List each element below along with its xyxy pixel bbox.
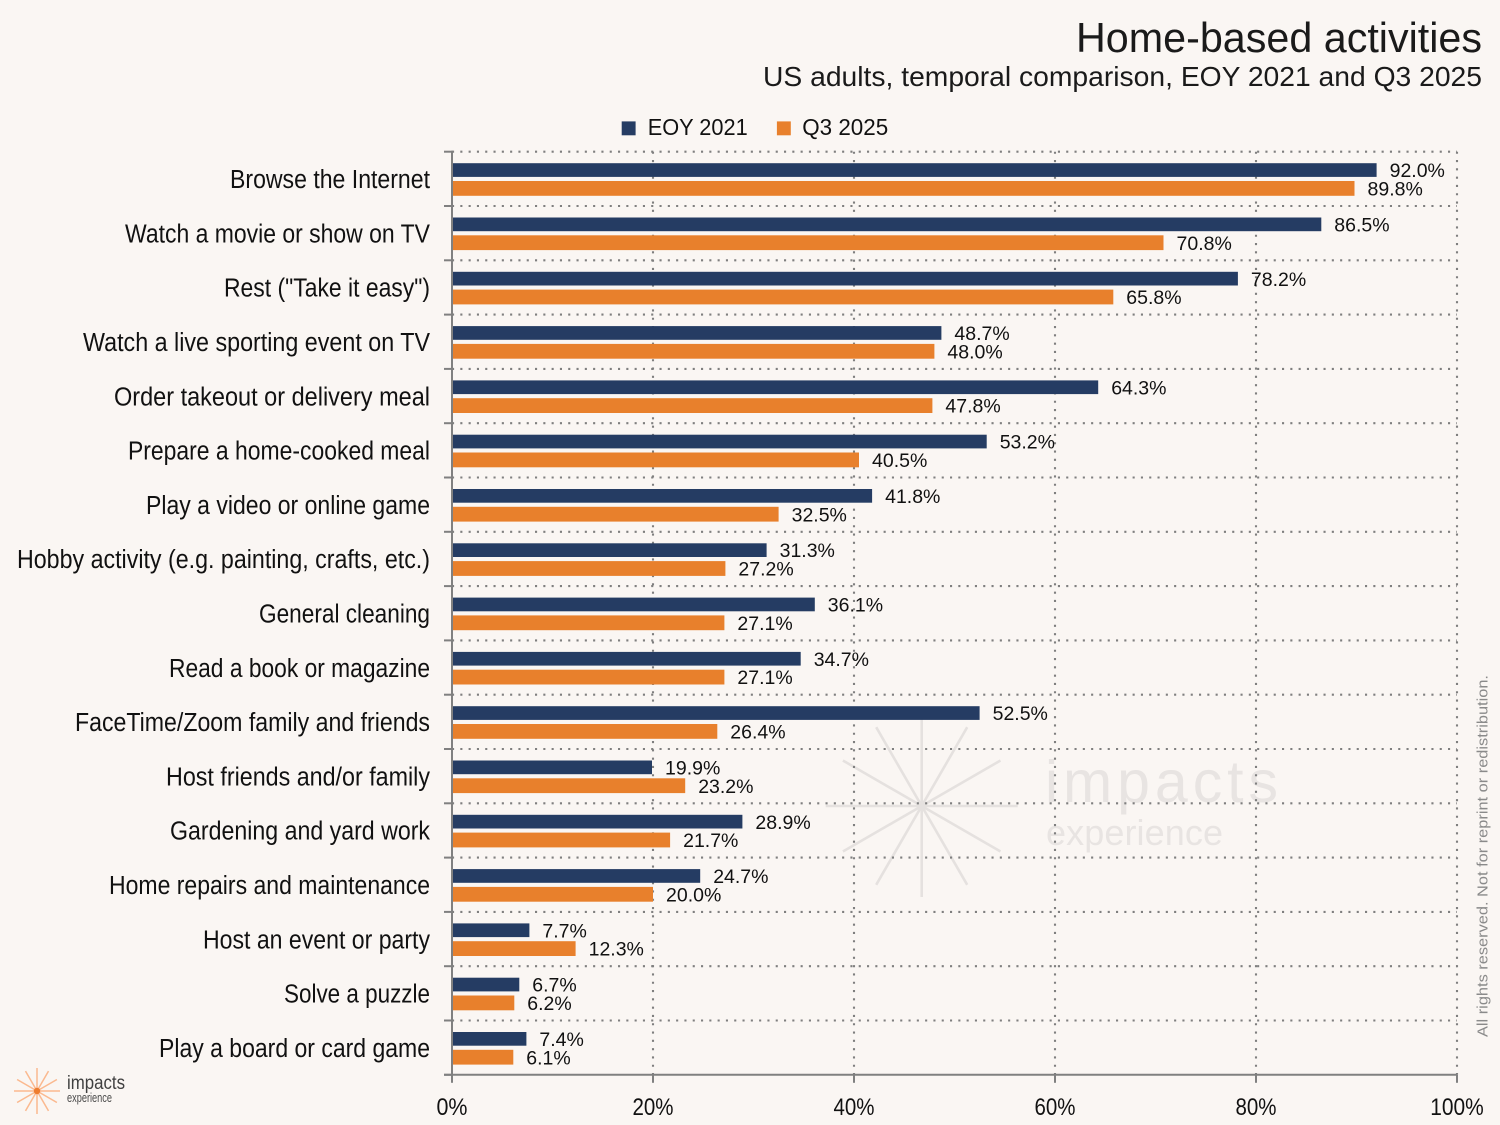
svg-text:7.4%: 7.4% <box>539 1029 583 1051</box>
svg-text:General cleaning: General cleaning <box>259 601 430 629</box>
svg-text:0%: 0% <box>437 1094 468 1121</box>
svg-text:Rest ("Take it easy"): Rest ("Take it easy") <box>224 275 430 303</box>
svg-text:impacts: impacts <box>67 1073 125 1094</box>
svg-text:Order takeout or delivery meal: Order takeout or delivery meal <box>114 383 430 411</box>
svg-text:53.2%: 53.2% <box>1000 432 1055 454</box>
svg-text:20.0%: 20.0% <box>666 884 721 906</box>
svg-text:27.1%: 27.1% <box>737 667 792 689</box>
svg-text:40%: 40% <box>834 1094 875 1121</box>
svg-text:Prepare a home-cooked meal: Prepare a home-cooked meal <box>128 438 430 466</box>
svg-text:experience: experience <box>1046 812 1223 853</box>
svg-text:23.2%: 23.2% <box>698 776 753 798</box>
svg-text:32.5%: 32.5% <box>792 504 847 526</box>
svg-text:70.8%: 70.8% <box>1177 233 1232 255</box>
svg-text:Play a board or card game: Play a board or card game <box>159 1035 430 1063</box>
svg-text:experience: experience <box>67 1091 112 1105</box>
svg-text:Gardening and yard work: Gardening and yard work <box>170 818 430 846</box>
svg-text:6.7%: 6.7% <box>532 975 576 997</box>
svg-text:7.7%: 7.7% <box>542 920 586 942</box>
svg-text:100%: 100% <box>1430 1094 1484 1121</box>
svg-text:Play a video or online game: Play a video or online game <box>146 492 430 520</box>
svg-text:Host friends and/or family: Host friends and/or family <box>166 763 430 791</box>
svg-text:28.9%: 28.9% <box>755 812 810 834</box>
svg-text:US adults, temporal comparison: US adults, temporal comparison, EOY 2021… <box>763 61 1482 92</box>
svg-text:48.0%: 48.0% <box>947 341 1002 363</box>
svg-text:Watch a movie or show on TV: Watch a movie or show on TV <box>125 221 430 249</box>
svg-text:All rights reserved. Not for r: All rights reserved. Not for reprint or … <box>1476 675 1492 1037</box>
svg-text:86.5%: 86.5% <box>1334 214 1389 236</box>
svg-text:Hobby activity (e.g. painting,: Hobby activity (e.g. painting, crafts, e… <box>17 546 430 574</box>
svg-text:26.4%: 26.4% <box>730 722 785 744</box>
svg-text:47.8%: 47.8% <box>945 396 1000 418</box>
svg-text:Browse the Internet: Browse the Internet <box>230 166 430 194</box>
svg-text:36.1%: 36.1% <box>828 595 883 617</box>
svg-text:65.8%: 65.8% <box>1126 287 1181 309</box>
svg-text:Watch a live sporting event on: Watch a live sporting event on TV <box>83 329 430 357</box>
svg-text:78.2%: 78.2% <box>1251 269 1306 291</box>
svg-text:89.8%: 89.8% <box>1368 179 1423 201</box>
svg-text:20%: 20% <box>633 1094 674 1121</box>
svg-text:27.2%: 27.2% <box>738 559 793 581</box>
svg-text:24.7%: 24.7% <box>713 866 768 888</box>
svg-text:12.3%: 12.3% <box>589 939 644 961</box>
svg-text:Solve a puzzle: Solve a puzzle <box>284 981 430 1009</box>
svg-text:6.1%: 6.1% <box>526 1047 570 1069</box>
svg-text:21.7%: 21.7% <box>683 830 738 852</box>
svg-text:Q3 2025: Q3 2025 <box>802 114 888 140</box>
svg-text:Host an event or party: Host an event or party <box>203 926 430 954</box>
svg-text:48.7%: 48.7% <box>954 323 1009 345</box>
svg-text:27.1%: 27.1% <box>737 613 792 635</box>
svg-text:Home repairs and maintenance: Home repairs and maintenance <box>109 872 430 900</box>
svg-text:impacts: impacts <box>1045 749 1278 815</box>
svg-text:80%: 80% <box>1236 1094 1277 1121</box>
svg-text:31.3%: 31.3% <box>780 540 835 562</box>
svg-text:EOY 2021: EOY 2021 <box>648 114 748 140</box>
svg-text:6.2%: 6.2% <box>527 993 571 1015</box>
svg-text:60%: 60% <box>1035 1094 1076 1121</box>
svg-text:92.0%: 92.0% <box>1390 160 1445 182</box>
svg-text:34.7%: 34.7% <box>814 649 869 671</box>
svg-text:Read a book or magazine: Read a book or magazine <box>169 655 430 683</box>
svg-text:64.3%: 64.3% <box>1111 377 1166 399</box>
svg-text:52.5%: 52.5% <box>993 703 1048 725</box>
svg-text:41.8%: 41.8% <box>885 486 940 508</box>
svg-text:FaceTime/Zoom family and frien: FaceTime/Zoom family and friends <box>75 709 430 737</box>
svg-text:Home-based activities: Home-based activities <box>1076 14 1482 61</box>
svg-text:40.5%: 40.5% <box>872 450 927 472</box>
svg-text:19.9%: 19.9% <box>665 758 720 780</box>
